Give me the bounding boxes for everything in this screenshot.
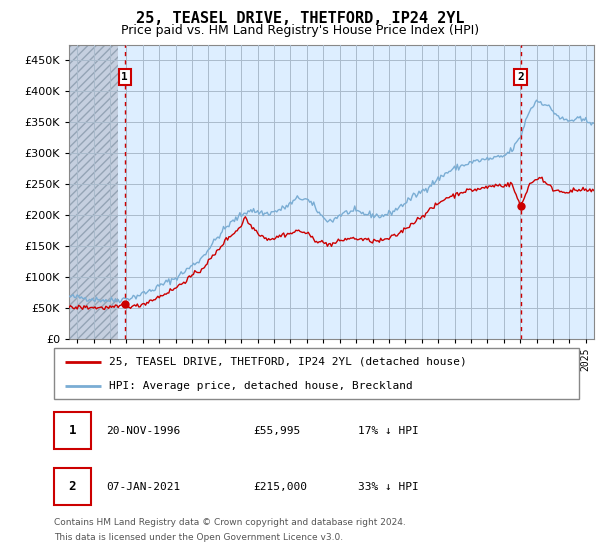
Text: Price paid vs. HM Land Registry's House Price Index (HPI): Price paid vs. HM Land Registry's House … [121, 24, 479, 36]
Text: 1: 1 [68, 424, 76, 437]
Text: 2: 2 [68, 480, 76, 493]
Text: 17% ↓ HPI: 17% ↓ HPI [359, 426, 419, 436]
Text: This data is licensed under the Open Government Licence v3.0.: This data is licensed under the Open Gov… [54, 533, 343, 542]
Text: 33% ↓ HPI: 33% ↓ HPI [359, 482, 419, 492]
FancyBboxPatch shape [54, 469, 91, 505]
Text: Contains HM Land Registry data © Crown copyright and database right 2024.: Contains HM Land Registry data © Crown c… [54, 518, 406, 527]
Text: 2: 2 [517, 72, 524, 82]
Text: HPI: Average price, detached house, Breckland: HPI: Average price, detached house, Brec… [109, 381, 413, 391]
Text: 25, TEASEL DRIVE, THETFORD, IP24 2YL (detached house): 25, TEASEL DRIVE, THETFORD, IP24 2YL (de… [109, 357, 467, 367]
FancyBboxPatch shape [54, 348, 579, 399]
Text: 07-JAN-2021: 07-JAN-2021 [107, 482, 181, 492]
Text: 25, TEASEL DRIVE, THETFORD, IP24 2YL: 25, TEASEL DRIVE, THETFORD, IP24 2YL [136, 11, 464, 26]
Text: 1: 1 [121, 72, 128, 82]
Text: 20-NOV-1996: 20-NOV-1996 [107, 426, 181, 436]
Text: £55,995: £55,995 [254, 426, 301, 436]
Bar [69, 45, 118, 339]
Text: £215,000: £215,000 [254, 482, 308, 492]
FancyBboxPatch shape [54, 413, 91, 449]
